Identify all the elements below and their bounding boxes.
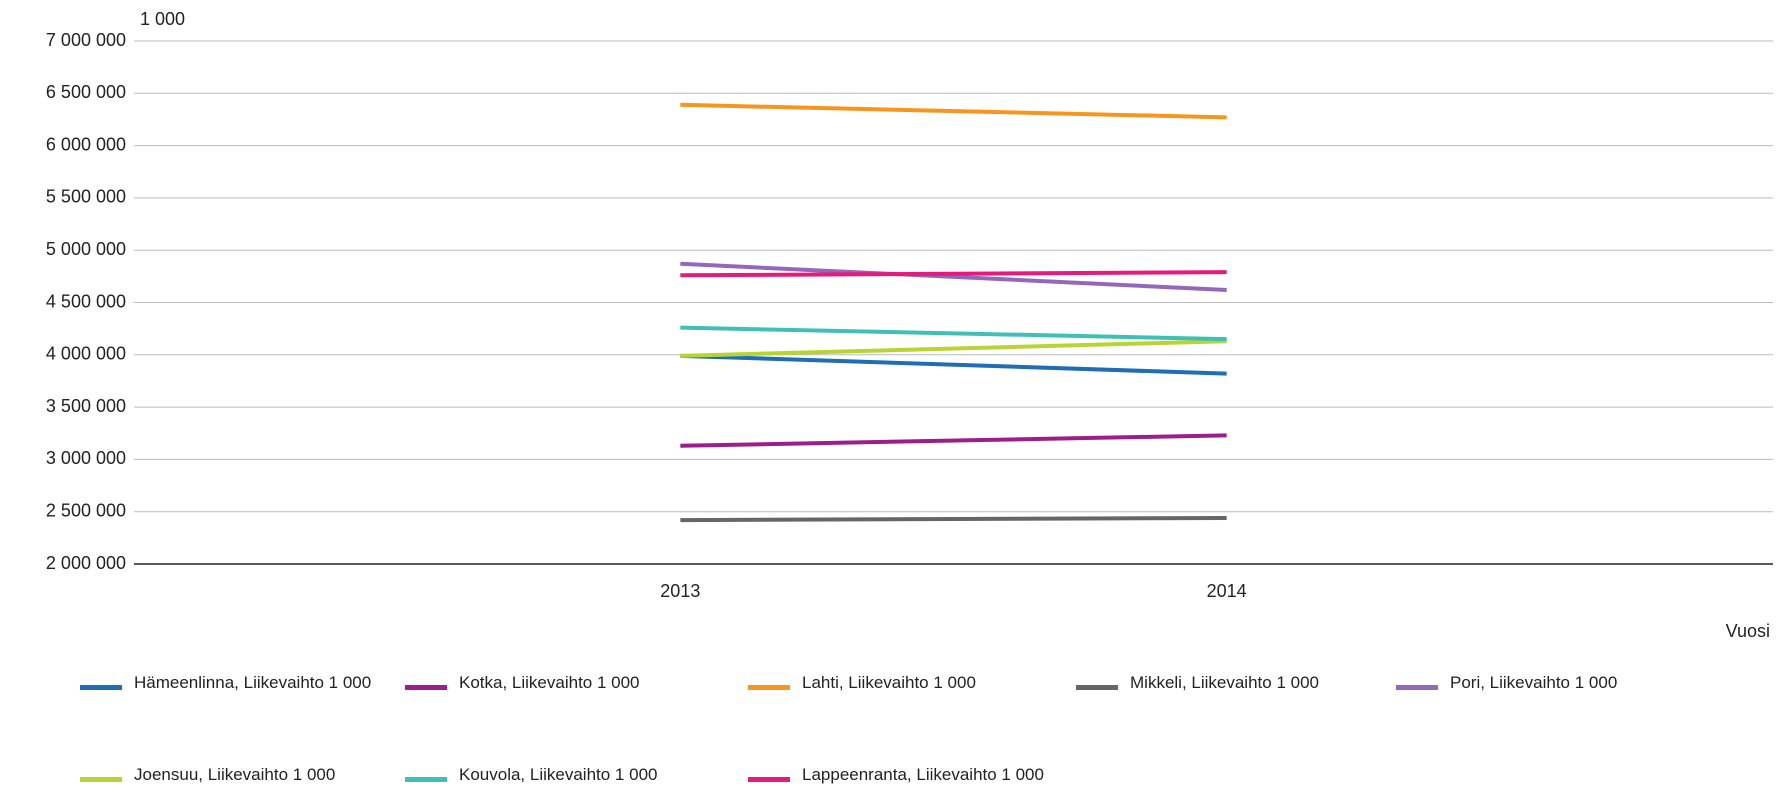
x-axis-label: Vuosi xyxy=(1726,621,1770,641)
legend-swatch xyxy=(748,777,790,782)
legend-label: Kouvola, Liikevaihto 1 000 xyxy=(459,765,658,784)
series-line xyxy=(680,353,1227,376)
legend-label: Mikkeli, Liikevaihto 1 000 xyxy=(1130,673,1319,692)
unit-label: 1 000 xyxy=(140,9,185,29)
legend-item: Kouvola, Liikevaihto 1 000 xyxy=(405,765,657,784)
series-line xyxy=(680,261,1227,292)
legend-swatch xyxy=(405,777,447,782)
legend-label: Joensuu, Liikevaihto 1 000 xyxy=(134,765,336,784)
series-line xyxy=(680,270,1227,278)
legend-swatch xyxy=(1396,685,1438,690)
series-line xyxy=(680,102,1227,120)
legend-label: Hämeenlinna, Liikevaihto 1 000 xyxy=(134,673,372,692)
y-tick-label: 5 000 000 xyxy=(46,239,126,259)
y-tick-label: 3 500 000 xyxy=(46,396,126,416)
y-tick-label: 6 500 000 xyxy=(46,82,126,102)
legend-swatch xyxy=(748,685,790,690)
y-tick-label: 3 000 000 xyxy=(46,448,126,468)
y-tick-label: 7 000 000 xyxy=(46,30,126,50)
legend-swatch xyxy=(80,777,122,782)
legend-item: Kotka, Liikevaihto 1 000 xyxy=(405,673,640,692)
legend-swatch xyxy=(80,685,122,690)
x-tick-label: 2014 xyxy=(1207,581,1247,601)
y-tick-label: 5 500 000 xyxy=(46,187,126,207)
legend-item: Lappeenranta, Liikevaihto 1 000 xyxy=(748,765,1044,784)
series-line xyxy=(680,325,1227,342)
legend-swatch xyxy=(405,685,447,690)
legend-label: Pori, Liikevaihto 1 000 xyxy=(1450,673,1618,692)
legend-item: Pori, Liikevaihto 1 000 xyxy=(1396,673,1617,692)
series-line xyxy=(680,339,1227,358)
legend-swatch xyxy=(1076,685,1118,690)
y-tick-label: 2 000 000 xyxy=(46,553,126,573)
legend-item: Joensuu, Liikevaihto 1 000 xyxy=(80,765,335,784)
y-tick-label: 4 000 000 xyxy=(46,344,126,364)
x-tick-label: 2013 xyxy=(660,581,700,601)
legend-item: Hämeenlinna, Liikevaihto 1 000 xyxy=(80,673,371,692)
series-line xyxy=(680,515,1227,523)
legend-item: Lahti, Liikevaihto 1 000 xyxy=(748,673,976,692)
legend-label: Kotka, Liikevaihto 1 000 xyxy=(459,673,640,692)
y-tick-label: 6 000 000 xyxy=(46,134,126,154)
series-line xyxy=(680,433,1227,448)
legend-label: Lappeenranta, Liikevaihto 1 000 xyxy=(802,765,1044,784)
legend-item: Mikkeli, Liikevaihto 1 000 xyxy=(1076,673,1319,692)
y-tick-label: 4 500 000 xyxy=(46,291,126,311)
y-tick-label: 2 500 000 xyxy=(46,500,126,520)
legend-label: Lahti, Liikevaihto 1 000 xyxy=(802,673,976,692)
